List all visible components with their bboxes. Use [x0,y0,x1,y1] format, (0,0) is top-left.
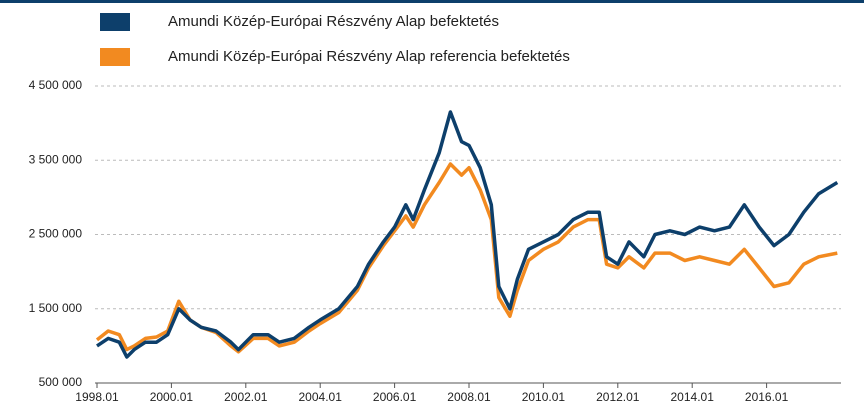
legend-swatch [100,48,130,66]
x-tick-label: 2010.01 [522,390,566,404]
y-tick-label: 3 500 000 [29,152,83,166]
x-tick-label: 2012.01 [596,390,640,404]
x-tick-label: 2002.01 [224,390,268,404]
y-tick-label: 500 000 [39,375,83,389]
legend-label: Amundi Közép-Európai Részvény Alap befek… [168,13,499,30]
x-tick-label: 2004.01 [299,390,343,404]
x-tick-label: 2006.01 [373,390,417,404]
y-tick-label: 1 500 000 [29,301,83,315]
x-tick-label: 2000.01 [150,390,194,404]
legend-swatch [100,13,130,31]
legend-label: Amundi Közép-Európai Részvény Alap refer… [168,48,570,65]
series-line [95,162,838,354]
y-tick-label: 2 500 000 [29,227,83,241]
series-line [96,110,839,359]
y-tick-label: 4 500 000 [29,78,83,92]
x-tick-label: 2014.01 [671,390,715,404]
x-tick-label: 1998.01 [75,390,119,404]
x-tick-label: 2008.01 [447,390,491,404]
x-tick-label: 2016.01 [745,390,789,404]
